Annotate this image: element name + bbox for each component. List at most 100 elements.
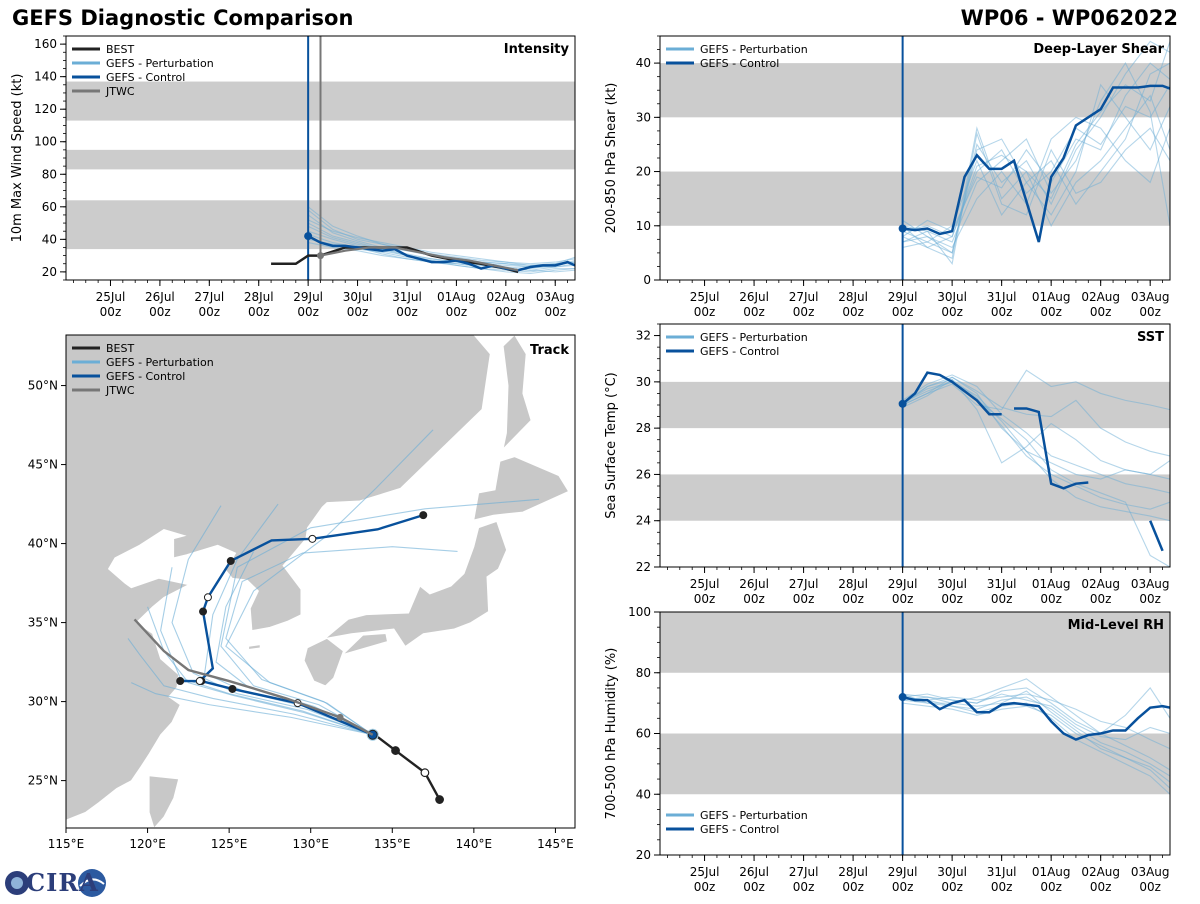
control-series-line: [307, 234, 575, 272]
x-tick-label: 120°E: [129, 837, 166, 851]
x-tick-label: 00z: [694, 305, 716, 319]
land-taiwan: [148, 775, 180, 828]
x-tick-label: 30Jul: [937, 865, 967, 879]
rh-panel: 2040608010025Jul00z26Jul00z27Jul00z28Jul…: [604, 605, 1171, 894]
land-honshu: [323, 520, 507, 647]
x-tick-label: 00z: [694, 880, 716, 894]
panel-title: Mid-Level RH: [1068, 618, 1164, 633]
x-tick-label: 29Jul: [293, 290, 323, 304]
x-tick-label: 00z: [991, 592, 1013, 606]
x-tick-label: 00z: [1040, 305, 1062, 319]
best-track-point: [391, 746, 400, 755]
y-tick-label: 60: [42, 200, 57, 214]
track-plot-area: [66, 335, 575, 828]
x-tick-label: 00z: [892, 305, 914, 319]
best-track-line: [371, 732, 441, 801]
x-tick-label: 01Aug: [437, 290, 476, 304]
control-series-line: [901, 371, 1002, 416]
x-tick-label: 00z: [149, 305, 171, 319]
legend-label: GEFS - Perturbation: [700, 331, 808, 344]
land-shikoku: [343, 633, 388, 655]
legend-label: GEFS - Control: [700, 823, 779, 836]
page-title: GEFS Diagnostic Comparison: [12, 6, 354, 30]
y-tick-label: 100: [628, 605, 651, 619]
x-tick-label: 00z: [842, 305, 864, 319]
y-tick-label: 100: [34, 135, 57, 149]
x-tick-label: 01Aug: [1032, 865, 1071, 879]
threshold-band: [660, 63, 1170, 118]
x-tick-label: 26Jul: [739, 290, 769, 304]
x-tick-label: 27Jul: [789, 577, 819, 591]
control-track-point: [199, 607, 208, 616]
legend-label: GEFS - Control: [106, 71, 185, 84]
control-init-point: [304, 232, 313, 241]
legend-label: GEFS - Perturbation: [700, 43, 808, 56]
x-tick-label: 25Jul: [690, 865, 720, 879]
x-tick-label: 00z: [396, 305, 418, 319]
control-series-line: [1149, 520, 1164, 552]
sst-plot-area: [660, 324, 1170, 567]
perturbation-series-line: [902, 369, 1170, 411]
x-tick-label: 00z: [495, 305, 517, 319]
perturbation-track-line: [127, 638, 373, 736]
y-tick-label: 32: [636, 329, 651, 343]
y-tick-label: 40: [636, 56, 651, 70]
x-tick-label: 00z: [1090, 880, 1112, 894]
x-tick-label: 28Jul: [838, 290, 868, 304]
intensity-plot-area: [66, 36, 575, 280]
x-tick-label: 145°E: [537, 837, 574, 851]
perturbation-track-line: [225, 546, 458, 736]
logo-text: CIRA: [26, 868, 99, 897]
x-tick-label: 00z: [1090, 305, 1112, 319]
shear-panel: 01020304025Jul00z26Jul00z27Jul00z28Jul00…: [604, 35, 1171, 319]
x-tick-label: 31Jul: [987, 290, 1017, 304]
perturbation-series-line: [902, 374, 1170, 494]
legend-label: GEFS - Perturbation: [106, 356, 214, 369]
best-track-point: [420, 768, 430, 778]
y-tick-label: 120: [34, 102, 57, 116]
x-tick-label: 00z: [1040, 592, 1062, 606]
track-panel: 115°E 120°E 125°E 130°E 135°E 140°E 145°E 25°N 3…: [28, 334, 576, 851]
land-sakhalin: [502, 335, 532, 451]
x-tick-label: 27Jul: [789, 290, 819, 304]
perturbation-series-line: [902, 678, 1170, 771]
threshold-band: [660, 474, 1170, 521]
perturbation-series-line: [902, 62, 1170, 238]
track-frame: [65, 334, 576, 829]
x-tick-label: 00z: [347, 305, 369, 319]
y-tick-label: 50°N: [28, 379, 58, 393]
perturbation-series-line: [902, 83, 1170, 254]
y-tick-label: 80: [636, 666, 651, 680]
land-asia: [66, 335, 491, 821]
x-tick-label: 30Jul: [343, 290, 373, 304]
x-tick-label: 28Jul: [838, 865, 868, 879]
x-tick-label: 00z: [793, 880, 815, 894]
panel-title: SST: [1137, 330, 1164, 345]
y-tick-label: 40: [42, 232, 57, 246]
x-tick-label: 00z: [941, 305, 963, 319]
x-tick-label: 02Aug: [1081, 865, 1120, 879]
land-hokkaido: [473, 456, 570, 521]
x-tick-label: 25Jul: [690, 577, 720, 591]
x-tick-label: 29Jul: [888, 865, 918, 879]
x-tick-label: 125°E: [211, 837, 248, 851]
x-tick-label: 00z: [991, 880, 1013, 894]
legend-label: JTWC: [105, 85, 135, 98]
x-tick-label: 02Aug: [1081, 290, 1120, 304]
x-tick-label: 00z: [991, 305, 1013, 319]
panel-title: Intensity: [504, 42, 570, 57]
y-tick-label: 30°N: [28, 695, 58, 709]
x-tick-label: 29Jul: [888, 577, 918, 591]
x-tick-label: 03Aug: [1131, 577, 1170, 591]
perturbation-track-line: [160, 567, 373, 736]
x-tick-label: 00z: [1090, 592, 1112, 606]
x-tick-label: 00z: [248, 305, 270, 319]
y-axis-label: 700-500 hPa Humidity (%): [604, 648, 619, 820]
y-tick-label: 26: [636, 467, 651, 481]
x-tick-label: 26Jul: [145, 290, 175, 304]
y-tick-label: 160: [34, 37, 57, 51]
x-tick-label: 03Aug: [1131, 290, 1170, 304]
